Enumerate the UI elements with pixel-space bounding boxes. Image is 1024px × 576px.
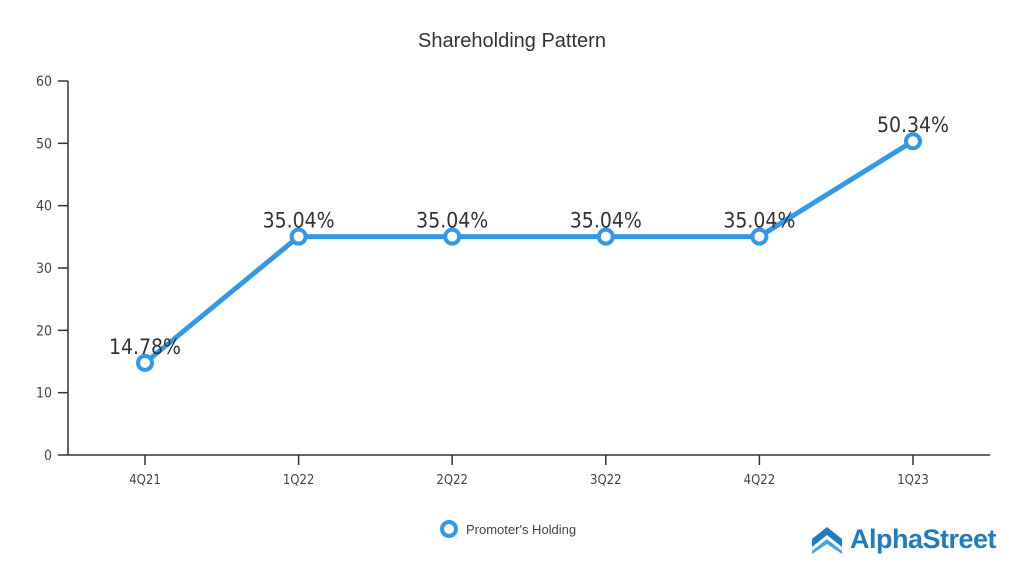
legend[interactable]: Promoter's Holding xyxy=(440,520,576,538)
y-tick-label: 0 xyxy=(44,448,52,464)
data-label: 50.34% xyxy=(877,113,949,137)
data-label: 35.04% xyxy=(416,209,488,233)
x-tick-label: 4Q21 xyxy=(129,473,161,488)
legend-marker-icon xyxy=(440,520,458,538)
data-point xyxy=(750,227,769,246)
data-point xyxy=(443,227,462,246)
data-label: 35.04% xyxy=(263,209,335,233)
data-label: 14.78% xyxy=(109,335,181,359)
data-point xyxy=(136,353,154,372)
data-label: 35.04% xyxy=(570,209,642,233)
y-tick-label: 50 xyxy=(36,136,52,152)
chevron-logo-icon xyxy=(812,526,842,554)
x-tick-label: 1Q22 xyxy=(283,473,315,488)
data-point xyxy=(596,227,615,246)
data-point xyxy=(904,132,922,151)
y-tick-label: 30 xyxy=(36,261,52,277)
y-tick-label: 20 xyxy=(36,323,52,339)
y-tick-label: 60 xyxy=(36,74,52,90)
legend-label: Promoter's Holding xyxy=(466,521,577,537)
logo-text: AlphaStreet xyxy=(850,524,997,554)
y-tick-label: 10 xyxy=(36,386,52,402)
data-point xyxy=(289,227,308,246)
x-tick-label: 1Q23 xyxy=(897,473,929,488)
data-label: 35.04% xyxy=(723,209,795,233)
x-tick-label: 2Q22 xyxy=(436,473,468,488)
x-tick-label: 3Q22 xyxy=(590,473,622,488)
series-line xyxy=(143,139,915,365)
chart-title: Shareholding Pattern xyxy=(418,30,606,52)
alphastreet-logo: AlphaStreet xyxy=(810,524,997,555)
x-tick-label: 4Q22 xyxy=(744,473,776,488)
y-tick-label: 40 xyxy=(36,199,52,215)
